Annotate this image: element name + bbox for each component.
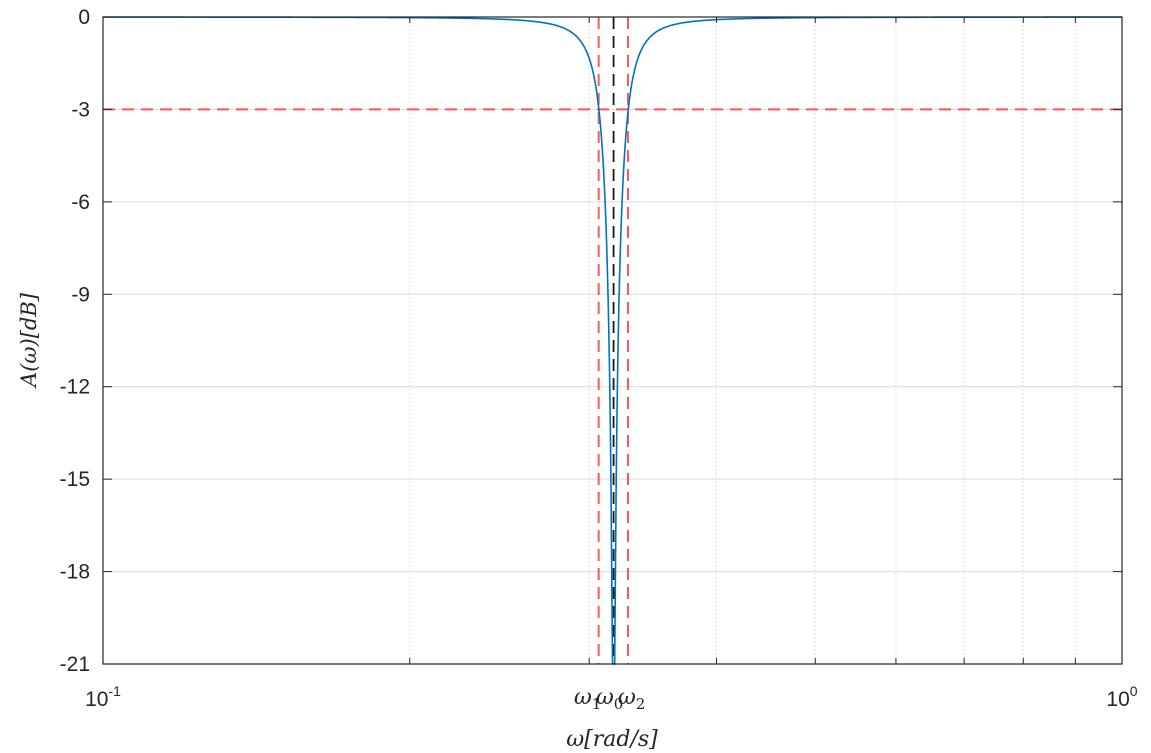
plot-area <box>103 17 1122 664</box>
omega-label-2: ω2 <box>618 685 646 713</box>
y-tick-label: -18 <box>60 561 90 584</box>
y-tick-label: -21 <box>60 653 90 676</box>
reference-lines <box>103 17 1122 664</box>
y-tick-label: -6 <box>71 191 90 214</box>
tick-marks <box>103 16 1122 665</box>
y-tick-label: -3 <box>71 98 90 121</box>
y-tick-label: 0 <box>78 6 90 29</box>
x-axis-label: ω[rad/s] <box>566 727 658 752</box>
omega-label-0: ω0 <box>596 685 624 713</box>
omega-label-1: ω1 <box>574 685 602 713</box>
x-tick-labels: 10-1 100 <box>85 683 1138 711</box>
y-tick-labels: 0 -3 -6 -9 -12 -15 -18 -21 <box>60 6 90 676</box>
y-tick-label: -9 <box>71 283 90 306</box>
y-tick-label: -15 <box>60 468 90 491</box>
axes-box <box>102 16 1123 665</box>
y-tick-label: -12 <box>60 376 90 399</box>
y-axis-label: A(ω)[dB] <box>17 292 41 389</box>
x-tick-label: 10-1 <box>85 683 121 711</box>
x-tick-label: 100 <box>1106 683 1137 711</box>
